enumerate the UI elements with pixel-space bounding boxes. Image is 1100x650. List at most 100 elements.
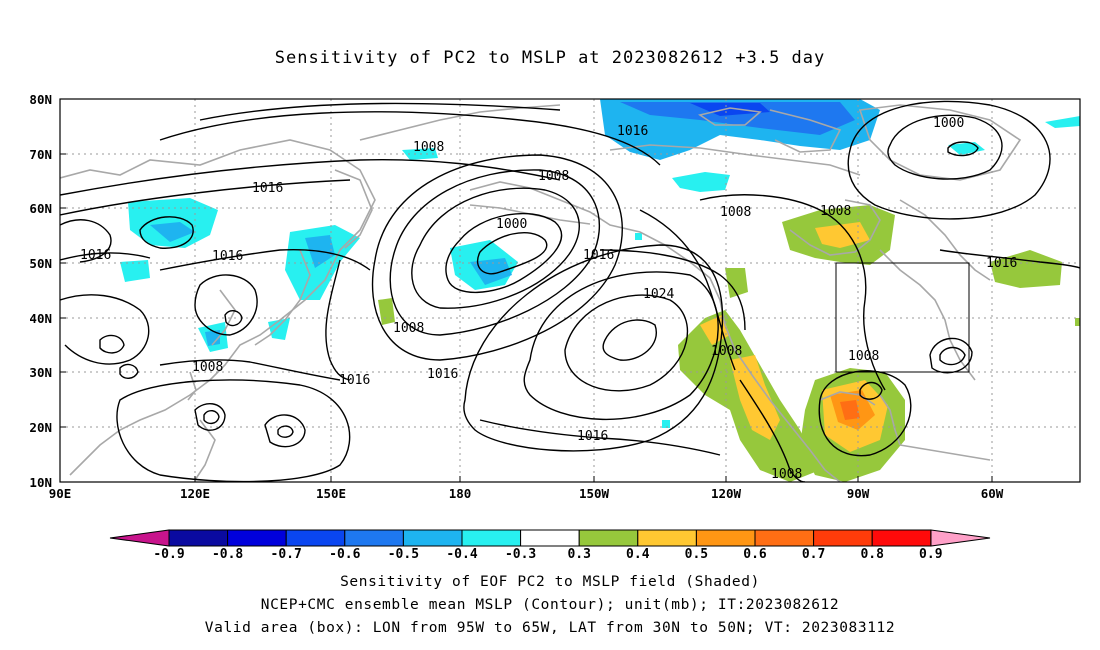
colorbar-swatch xyxy=(695,529,756,547)
lon-label-90e: 90E xyxy=(49,486,72,501)
valid-area-box xyxy=(835,262,970,373)
shade-pos-atlantic xyxy=(990,250,1062,288)
label-1008-mexico: 1008 xyxy=(771,467,802,482)
colorbar-swatch xyxy=(285,529,346,547)
contour-gulf-low xyxy=(859,381,883,400)
shade-neg-japan xyxy=(268,318,290,340)
contour-typhoon-1-inner xyxy=(203,410,220,425)
contour-high-pacific-mid xyxy=(523,271,719,421)
colorbar-tick-label: 0.6 xyxy=(743,547,767,562)
shade-neg-east-arctic xyxy=(1045,116,1080,128)
coast-japan xyxy=(254,249,311,346)
colorbar-tick-label: 0.9 xyxy=(919,547,942,562)
shade-neg-dateline-core xyxy=(470,258,512,285)
label-1008-philippine: 1008 xyxy=(192,360,223,375)
contour-mexico-1008 xyxy=(739,379,806,482)
colorbar-tick-label: -0.5 xyxy=(388,547,419,562)
lat-label-30n: 30N xyxy=(29,365,52,380)
caption-line-2: NCEP+CMC ensemble mean MSLP (Contour); u… xyxy=(260,597,840,613)
colorbar-tick-labels: -0.9 -0.8 -0.7 -0.6 -0.5 -0.4 -0.3 0.3 0.4 0.5 0.6… xyxy=(153,547,942,562)
lon-label-120w: 120W xyxy=(711,486,742,501)
lon-label-180: 180 xyxy=(449,486,472,501)
contour-asia-far xyxy=(60,219,112,263)
contour-jp-1016 xyxy=(325,259,351,381)
lat-label-60n: 60N xyxy=(29,201,52,216)
contour-wp-west-small-2 xyxy=(119,363,139,379)
colorbar-swatch xyxy=(578,529,639,547)
coast-baffin xyxy=(769,109,842,153)
contour-arctic-1 xyxy=(159,111,661,166)
contour-low-aleutian-1000 xyxy=(476,231,548,275)
contour-pacific-south-1016 xyxy=(479,419,721,456)
label-1016-asia: 1016 xyxy=(252,181,283,196)
lat-labels: 80N 70N 60N 50N 40N 30N 20N 10N xyxy=(29,92,52,490)
lat-label-70n: 70N xyxy=(29,147,52,162)
contour-high-pacific-inner xyxy=(564,294,689,392)
colorbar-high-end xyxy=(930,529,991,547)
lat-label-40n: 40N xyxy=(29,311,52,326)
contour-arctic-3 xyxy=(60,158,561,196)
colorbar-tick-label: -0.9 xyxy=(153,547,184,562)
coast-na-east xyxy=(879,249,976,381)
contour-wp-1008 xyxy=(159,359,341,381)
contour-na-1008-b xyxy=(639,209,736,371)
shade-neg-korea-core xyxy=(205,330,220,346)
contour-greenland-inner xyxy=(947,141,979,157)
contour-atlantic-low xyxy=(939,346,966,366)
label-1024-pacific: 1024 xyxy=(643,287,674,302)
colorbar-tick-label: 0.4 xyxy=(626,547,650,562)
coast-na-west xyxy=(664,244,841,482)
contour-wp-high-inner xyxy=(224,310,243,327)
lon-labels: 90E 120E 150E 180 150W 120W 90W 60W xyxy=(49,486,1004,501)
contour-wp-west-small xyxy=(99,334,125,354)
colorbar-swatch xyxy=(461,529,522,547)
colorbar-swatch xyxy=(637,529,697,547)
contour-wp-big xyxy=(116,379,351,482)
lon-label-60w: 60W xyxy=(981,486,1004,501)
label-1008-gulf: 1008 xyxy=(848,349,879,364)
contour-labels: 1016 1000 1008 1008 1016 1008 1008 1000 … xyxy=(80,116,1017,482)
shade-pos-hudson-core xyxy=(815,222,870,248)
contour-low-aleutian-1008 xyxy=(411,187,580,309)
label-1016-westasia: 1016 xyxy=(80,248,111,263)
label-1008-alaska: 1008 xyxy=(538,169,569,184)
contour-wp-west xyxy=(60,294,150,365)
colorbar-tick-label: -0.4 xyxy=(446,547,477,562)
coast-caribbean xyxy=(899,444,991,461)
colorbar-tick-label: 0.7 xyxy=(802,547,825,562)
contour-na-1008-a xyxy=(699,194,886,391)
colorbar-tick-label: 0.3 xyxy=(567,547,590,562)
shade-neg-small-c xyxy=(662,420,670,428)
label-1016-subtrop: 1016 xyxy=(577,429,608,444)
lon-label-150e: 150E xyxy=(316,486,346,501)
colorbar-swatch xyxy=(402,529,463,547)
colorbar-tick-label: -0.6 xyxy=(329,547,360,562)
label-1008-hudson: 1008 xyxy=(820,204,851,219)
colorbar-swatches xyxy=(168,529,932,547)
lon-label-120e: 120E xyxy=(180,486,210,501)
colorbar-swatch xyxy=(344,529,404,547)
graticule xyxy=(60,99,1080,482)
coast-greenland xyxy=(858,104,1022,181)
colorbar-tick-label: -0.8 xyxy=(212,547,243,562)
contour-high-pacific-1016 xyxy=(463,244,724,452)
label-1000-greenland: 1000 xyxy=(933,116,964,131)
contour-greenland-1000 xyxy=(887,114,1003,180)
shade-pos-gulf-red xyxy=(840,400,860,420)
map-title: Sensitivity of PC2 to MSLP at 2023082612… xyxy=(274,48,826,68)
contour-na-1016 xyxy=(599,249,746,331)
label-1016-np-b: 1016 xyxy=(427,367,458,382)
label-1008-pacific: 1008 xyxy=(393,321,424,336)
label-1016-np-a: 1016 xyxy=(339,373,370,388)
shade-neg-small-b xyxy=(635,233,642,240)
caption-line-3: Valid area (box): LON from 95W to 65W, L… xyxy=(204,620,896,636)
shade-pos-small-d xyxy=(1075,318,1080,326)
shade-pos-mexico-mid-or xyxy=(730,355,780,440)
contour-greenland-outer xyxy=(847,100,1051,220)
contour-typhoon-2 xyxy=(264,414,306,448)
coast-alaska xyxy=(469,181,666,246)
label-1016-atlantic: 1016 xyxy=(986,256,1017,271)
coast-korea xyxy=(211,289,236,346)
sensitivity-shading xyxy=(120,99,1080,482)
